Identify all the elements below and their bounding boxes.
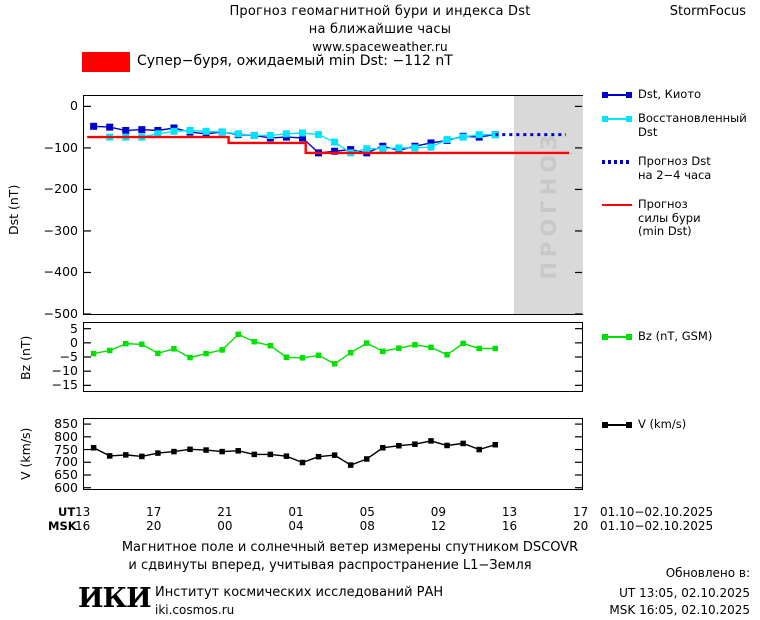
dst-yticks-label: −500 xyxy=(43,306,78,321)
iki-logo: ИКИ xyxy=(78,583,152,614)
v-plot-panel xyxy=(83,418,583,490)
bz-yticks-label: −5 xyxy=(59,349,78,364)
legend-marker xyxy=(626,116,632,122)
legend-label-bz: Bz (nT, GSM) xyxy=(638,329,713,343)
updated-title: Обновлено в: xyxy=(665,566,750,580)
legend-marker xyxy=(626,422,632,428)
page-title-line1: Прогноз геомагнитной бури и индекса Dst xyxy=(229,4,531,19)
legend-marker xyxy=(626,92,632,98)
v-yticks-label: 700 xyxy=(54,454,78,470)
bz-yticks-label: −10 xyxy=(51,363,78,379)
ut-row-label: UT xyxy=(58,505,76,519)
dst-series-svg xyxy=(84,105,582,315)
v-yticks-label: 850 xyxy=(54,416,78,432)
date-range-msk: 01.10−02.10.2025 xyxy=(600,519,714,533)
bz-yticks-label: 0 xyxy=(70,334,78,350)
legend-swatch-dst_kyoto xyxy=(602,92,632,98)
date-range-ut: 01.10−02.10.2025 xyxy=(600,505,714,519)
footer-note-2: и сдвинуты вперед, учитывая распростране… xyxy=(128,558,532,573)
v-yticks-label: 600 xyxy=(54,479,78,495)
legend-label-dst_restored: Восстановленный Dst xyxy=(638,111,747,139)
institute-site[interactable]: iki.cosmos.ru xyxy=(155,603,235,617)
dst-yticks-label: −200 xyxy=(43,181,78,197)
legend-marker xyxy=(602,92,608,98)
dst-yticks-label: −100 xyxy=(43,139,78,155)
legend-swatch-storm_forecast xyxy=(602,204,632,206)
x-tick-label: 09 xyxy=(430,505,446,519)
dst-plot-panel: ПРОГНОЗ xyxy=(83,95,583,315)
bz-plot-panel xyxy=(83,322,583,392)
dst-yticks-label: −400 xyxy=(43,264,78,280)
x-tick-label: 17 xyxy=(573,505,589,519)
v-yticks-label: 800 xyxy=(54,428,78,444)
x-tick-label: 20 xyxy=(573,519,589,533)
bz-yticks-label: 5 xyxy=(70,320,78,336)
msk-row-label: MSK xyxy=(48,519,77,533)
bz-series-svg xyxy=(84,328,582,386)
footer-note-1: Магнитное поле и солнечный ветер измерен… xyxy=(121,540,579,555)
bz-yticks-label: −15 xyxy=(51,377,78,393)
x-tick-label: 13 xyxy=(75,505,91,519)
x-tick-label: 20 xyxy=(146,519,162,533)
legend-label-dst_kyoto: Dst, Киото xyxy=(638,87,702,101)
x-tick-label: 16 xyxy=(501,519,518,533)
legend-swatch-dst_restored xyxy=(602,116,632,122)
legend-marker xyxy=(626,334,632,340)
x-tick-label: 21 xyxy=(217,505,233,519)
x-tick-label: 12 xyxy=(430,519,446,533)
x-tick-label: 05 xyxy=(359,505,375,519)
page-title-line2: на ближайшие часы xyxy=(308,22,452,37)
x-tick-label: 08 xyxy=(359,519,375,533)
institute-name: Институт космических исследований РАН xyxy=(155,585,444,600)
v-yticks-label: 650 xyxy=(54,467,78,482)
legend-swatch-dst_forecast xyxy=(602,160,632,164)
x-tick-label: 16 xyxy=(75,519,91,533)
updated-msk: MSK 16:05, 02.10.2025 xyxy=(609,603,750,617)
v-series-svg xyxy=(84,423,582,489)
dst-yticks-label: −300 xyxy=(43,222,78,238)
dst-yticks-label: 0 xyxy=(70,98,78,114)
legend-label-v: V (km/s) xyxy=(638,417,687,431)
legend-marker xyxy=(602,116,608,122)
alert-text: Супер−буря, ожидаемый min Dst: −112 nT xyxy=(137,53,453,69)
x-tick-label: 01 xyxy=(288,505,304,519)
dst-axis-label: Dst (nT) xyxy=(6,184,21,236)
x-tick-label: 17 xyxy=(146,505,162,519)
updated-ut: UT 13:05, 02.10.2025 xyxy=(619,586,750,600)
legend-swatch-v xyxy=(602,422,632,428)
x-tick-label: 04 xyxy=(288,519,304,533)
forecast-band xyxy=(514,96,583,314)
alert-color-swatch xyxy=(82,52,130,72)
brand-label: StormFocus xyxy=(669,4,746,19)
legend-swatch-bz xyxy=(602,334,632,340)
legend-label-storm_forecast: Прогноз силы бури (min Dst) xyxy=(638,197,701,238)
v-yticks-label: 750 xyxy=(54,441,78,457)
x-tick-label: 13 xyxy=(501,505,518,519)
legend-marker xyxy=(602,334,608,340)
legend-marker xyxy=(602,422,608,428)
x-tick-label: 00 xyxy=(217,519,233,533)
site-url: www.spaceweather.ru xyxy=(312,40,448,54)
legend-label-dst_forecast: Прогноз Dst на 2−4 часа xyxy=(638,154,712,182)
